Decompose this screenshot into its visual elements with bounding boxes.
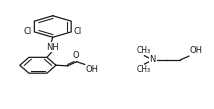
- Text: CH₃: CH₃: [137, 46, 151, 55]
- Text: NH: NH: [46, 43, 59, 52]
- Text: O: O: [73, 51, 79, 60]
- Text: N: N: [150, 55, 156, 64]
- Text: OH: OH: [190, 46, 203, 55]
- Text: Cl: Cl: [74, 27, 82, 36]
- Text: CH₃: CH₃: [137, 65, 151, 74]
- Text: OH: OH: [86, 66, 98, 74]
- Text: Cl: Cl: [24, 27, 32, 36]
